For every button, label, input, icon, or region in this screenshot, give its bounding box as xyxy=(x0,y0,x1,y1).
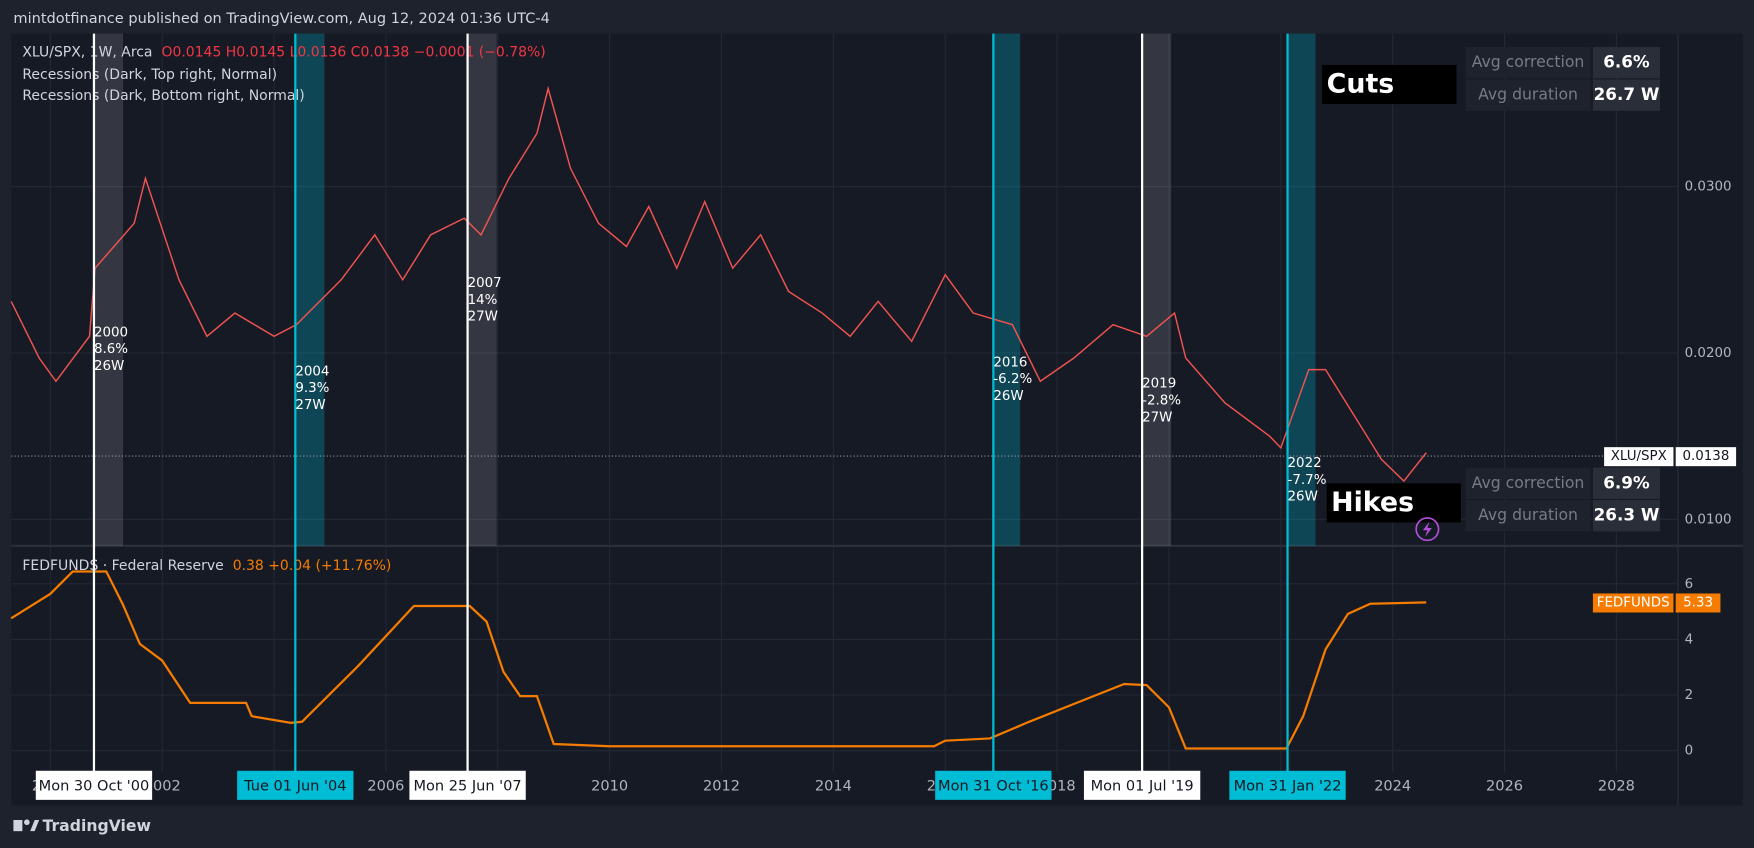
stats-label: Avg duration xyxy=(1478,85,1578,104)
last-value-box xyxy=(1675,593,1721,613)
event-band xyxy=(295,33,325,546)
x-tick-label: 2012 xyxy=(703,778,740,794)
x-tick-label: 2026 xyxy=(1486,778,1523,794)
series-line xyxy=(10,85,1427,483)
last-value: 0.0138 xyxy=(1682,449,1729,464)
stats-title: Hikes xyxy=(1331,487,1414,518)
event-note: 27W xyxy=(1142,410,1172,425)
stats-title: Cuts xyxy=(1327,69,1395,100)
y-tick-label: 0.0200 xyxy=(1685,346,1732,361)
event-note: 2022 xyxy=(1288,456,1322,471)
event-note: 2007 xyxy=(468,276,502,291)
event-note: 26W xyxy=(993,389,1023,404)
x-tick-label: 2028 xyxy=(1598,778,1635,794)
stats-label: Avg correction xyxy=(1472,473,1585,492)
event-date-box xyxy=(1083,770,1201,800)
event-note: 14% xyxy=(468,293,498,308)
legend: FEDFUNDS · Federal Reserve 0.38 +0.04 (+1… xyxy=(22,558,391,574)
event-note: 26W xyxy=(1288,490,1318,505)
event-note: 2019 xyxy=(1142,377,1176,392)
y-tick-label: 0.0100 xyxy=(1685,512,1732,527)
stats-title-box xyxy=(1322,64,1457,105)
event-note: -2.8% xyxy=(1142,394,1181,409)
event-date-box xyxy=(1229,770,1346,800)
legend-values: 0.38 +0.04 (+11.76%) xyxy=(233,558,392,574)
event-date-box xyxy=(409,770,526,800)
event-band xyxy=(993,33,1021,546)
stats-value: 26.3 W xyxy=(1594,505,1660,525)
event-note: 27W xyxy=(468,310,498,325)
event-note: 2004 xyxy=(295,364,329,379)
event-date: Mon 31 Jan '22 xyxy=(1234,778,1342,794)
stats-value: 6.6% xyxy=(1603,52,1650,72)
stats-label-cell xyxy=(1465,467,1591,499)
header: mintdotfinance published on TradingView.… xyxy=(13,11,549,27)
stats-label-cell xyxy=(1465,79,1591,111)
plot-background xyxy=(11,33,1743,806)
x-tick-label: 2024 xyxy=(1374,778,1411,794)
event-date: Mon 01 Jul '19 xyxy=(1091,778,1194,794)
series-line xyxy=(10,570,1427,750)
last-name: XLU/SPX xyxy=(1611,449,1667,464)
event-date: Mon 31 Oct '16 xyxy=(938,778,1049,794)
stats-label: Avg correction xyxy=(1472,52,1585,71)
event-date-box xyxy=(935,770,1052,800)
stats-value-cell xyxy=(1592,467,1661,499)
stats-value: 6.9% xyxy=(1603,472,1650,492)
y-tick-label: 6 xyxy=(1685,577,1694,592)
x-tick-label: 2014 xyxy=(815,778,852,794)
y-tick-label: 4 xyxy=(1685,632,1694,647)
event-band xyxy=(1142,33,1172,546)
last-name-box xyxy=(1592,593,1674,613)
legend: XLU/SPX, 1W, Arca O0.0145 H0.0145 L0.0136… xyxy=(22,45,545,61)
event-band xyxy=(93,33,124,546)
chart-layer: 0.0100 0.0200 0.0300 0 2 4 6 2000 2002 2004 2006 20… xyxy=(10,33,1743,806)
x-tick-label: 2002 xyxy=(144,778,181,794)
stats-label-cell xyxy=(1465,500,1591,532)
stats-value-cell xyxy=(1592,47,1661,79)
event-note: 8.6% xyxy=(94,342,128,357)
event-date-box xyxy=(237,770,354,800)
stats-label: Avg duration xyxy=(1478,505,1578,524)
stats-title-box xyxy=(1326,483,1461,523)
event-note: 2000 xyxy=(94,325,128,340)
event-band xyxy=(467,33,497,546)
indicator-label: Recessions (Dark, Top right, Normal) xyxy=(22,67,277,83)
event-date-box xyxy=(35,770,153,800)
event-band xyxy=(1287,33,1316,546)
stats-label-cell xyxy=(1465,47,1591,79)
legend-symbol: XLU/SPX, 1W, Arca xyxy=(22,45,152,61)
y-tick-label: 0.0300 xyxy=(1685,180,1732,195)
event-date: Mon 30 Oct '00 xyxy=(39,778,150,794)
event-note: -7.7% xyxy=(1288,473,1327,488)
event-note: -6.2% xyxy=(993,372,1032,387)
footer-logo xyxy=(13,819,40,832)
stats-value-cell xyxy=(1592,79,1661,111)
event-note: 26W xyxy=(94,359,124,374)
event-note: 9.3% xyxy=(295,381,329,396)
x-tick-label: 2010 xyxy=(591,778,628,794)
indicator-label: Recessions (Dark, Bottom right, Normal) xyxy=(22,88,304,104)
event-date: Tue 01 Jun '04 xyxy=(243,778,346,794)
legend-values: O0.0145 H0.0145 L0.0136 C0.0138 −0.0001 … xyxy=(161,45,545,61)
x-tick-label: 2006 xyxy=(367,778,404,794)
last-value-box xyxy=(1675,447,1737,467)
event-date: Mon 25 Jun '07 xyxy=(413,778,521,794)
legend-symbol: FEDFUNDS · Federal Reserve xyxy=(22,558,223,574)
event-note: 27W xyxy=(295,398,325,413)
alert-icon xyxy=(1415,517,1440,542)
y-tick-label: 0 xyxy=(1685,744,1694,759)
stats-value: 26.7 W xyxy=(1594,84,1660,104)
last-name: FEDFUNDS xyxy=(1597,595,1670,610)
stats-value-cell xyxy=(1592,500,1661,532)
footer: TradingView xyxy=(43,816,151,835)
y-tick-label: 2 xyxy=(1685,688,1694,703)
event-note: 2016 xyxy=(993,355,1027,370)
last-value: 5.33 xyxy=(1683,595,1713,610)
last-name-box xyxy=(1604,447,1674,467)
